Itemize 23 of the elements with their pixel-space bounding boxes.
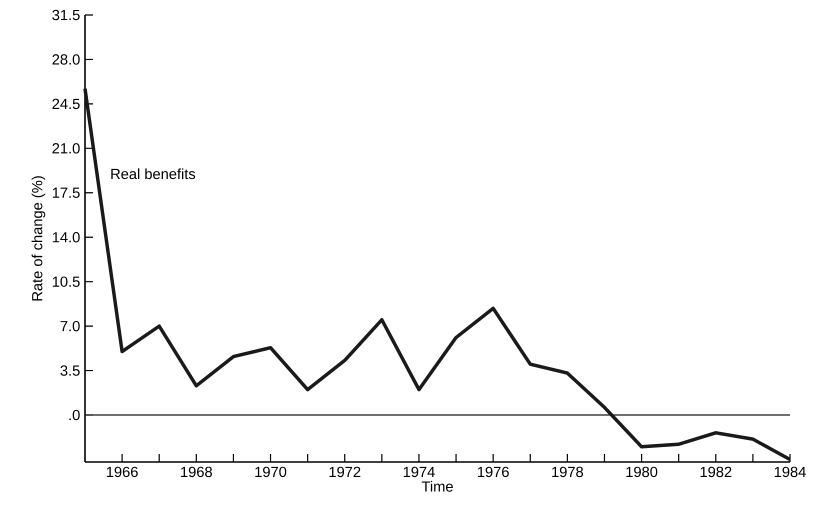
y-tick-label: 21.0 <box>52 143 80 154</box>
y-tick-label: 14.0 <box>52 232 80 242</box>
y-axis-title: Rate of change (%) <box>32 176 46 300</box>
x-axis-title: Time <box>422 480 453 492</box>
x-tick-label: 1978 <box>552 466 584 478</box>
y-tick-label: .0 <box>69 410 80 420</box>
x-tick-label: 1984 <box>774 466 806 478</box>
y-tick-label: 10.5 <box>52 276 80 287</box>
y-tick-label: 31.5 <box>52 10 80 20</box>
y-tick-label: 24.5 <box>52 98 80 110</box>
y-tick-label: 3.5 <box>60 365 80 376</box>
y-tick-label: 17.5 <box>52 188 80 198</box>
x-tick-label: 1970 <box>255 466 286 478</box>
x-tick-label: 1974 <box>404 466 435 478</box>
x-tick-label: 1980 <box>626 466 658 478</box>
x-tick-label: 1968 <box>181 466 212 478</box>
y-tick-label: 28.0 <box>52 54 80 65</box>
series-label: Real benefits <box>111 168 196 180</box>
x-tick-label: 1966 <box>106 466 138 478</box>
x-tick-label: 1972 <box>330 466 360 478</box>
x-tick-label: 1976 <box>478 466 509 478</box>
y-tick-label: 7.0 <box>60 320 80 332</box>
x-tick-label: 1982 <box>700 466 732 478</box>
